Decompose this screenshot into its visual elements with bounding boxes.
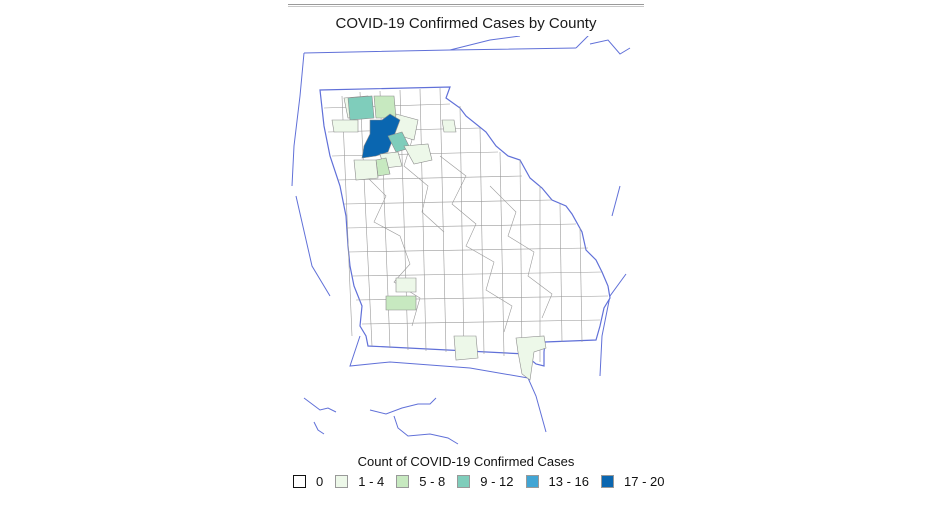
legend-label-9-12: 9 - 12 bbox=[480, 473, 514, 489]
county-1-4 bbox=[453, 335, 479, 361]
title-rule bbox=[288, 4, 644, 7]
legend: 0 1 - 4 5 - 8 9 - 12 13 - 16 17 - 20 bbox=[293, 473, 664, 489]
county-1-4 bbox=[353, 159, 379, 181]
county-9-12 bbox=[347, 95, 375, 121]
georgia-county-map bbox=[291, 36, 631, 445]
legend-label-0: 0 bbox=[316, 473, 324, 489]
county-5-8 bbox=[385, 295, 417, 311]
county-1-4 bbox=[331, 119, 359, 133]
legend-swatch-9-12 bbox=[457, 474, 471, 488]
county-5-8 bbox=[373, 95, 397, 119]
legend-swatch-13-16 bbox=[525, 474, 539, 488]
shaded-counties bbox=[331, 95, 547, 381]
legend-label-13-16: 13 - 16 bbox=[548, 473, 589, 489]
county-17-20 bbox=[361, 113, 401, 159]
legend-item-0: 0 bbox=[293, 474, 323, 489]
county-1-4 bbox=[515, 335, 547, 381]
legend-label-1-4: 1 - 4 bbox=[358, 473, 385, 489]
legend-swatch-1-4 bbox=[335, 474, 349, 488]
legend-title: Count of COVID-19 Confirmed Cases bbox=[357, 454, 575, 469]
legend-label-5-8: 5 - 8 bbox=[419, 473, 446, 489]
county-1-4 bbox=[403, 143, 433, 165]
legend-swatch-17-20 bbox=[601, 474, 614, 488]
legend-item-13-16: 13 - 16 bbox=[525, 473, 589, 489]
map-title: COVID-19 Confirmed Cases by County bbox=[335, 15, 597, 32]
neighbor-state-lines bbox=[291, 36, 631, 445]
legend-item-9-12: 9 - 12 bbox=[457, 473, 514, 489]
legend-swatch-5-8 bbox=[396, 474, 410, 488]
legend-item-5-8: 5 - 8 bbox=[396, 474, 445, 489]
legend-item-1-4: 1 - 4 bbox=[335, 474, 384, 489]
legend-swatch-0 bbox=[293, 474, 306, 488]
legend-item-17-20: 17 - 20 bbox=[601, 474, 664, 489]
legend-label-17-20: 17 - 20 bbox=[624, 473, 665, 489]
county-1-4 bbox=[395, 277, 417, 293]
county-1-4 bbox=[441, 119, 457, 133]
